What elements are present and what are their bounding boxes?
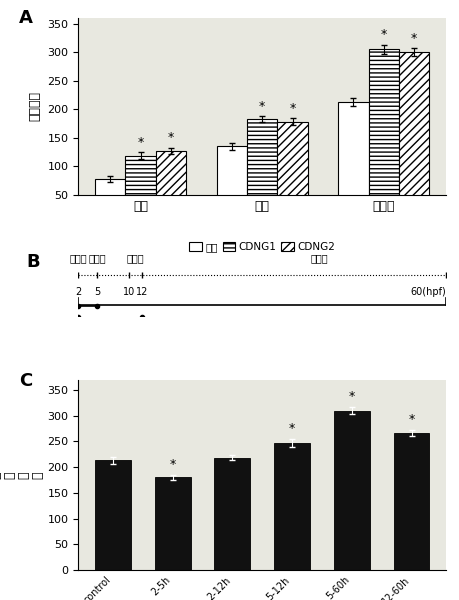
Bar: [156, 151, 186, 223]
Text: *: *: [169, 458, 175, 471]
Bar: [214, 458, 250, 570]
Bar: [246, 119, 277, 223]
Bar: [398, 52, 429, 223]
Text: *: *: [288, 422, 295, 435]
Text: *: *: [348, 390, 354, 403]
Text: 10: 10: [123, 287, 135, 297]
Text: C: C: [19, 372, 33, 390]
Y-axis label: 细胞数量: 细胞数量: [29, 91, 42, 121]
Bar: [154, 478, 190, 570]
Legend: 对照, CDNG1, CDNG2: 对照, CDNG1, CDNG2: [185, 238, 338, 257]
Bar: [125, 156, 156, 223]
Text: 5: 5: [94, 287, 100, 297]
Bar: [368, 49, 398, 223]
Text: 60(hpf): 60(hpf): [409, 287, 445, 297]
Bar: [274, 443, 309, 570]
Text: 体节期: 体节期: [126, 253, 144, 263]
Text: *: *: [380, 28, 386, 41]
Text: A: A: [19, 9, 33, 27]
Text: 咍裂期: 咍裂期: [310, 253, 327, 263]
Text: 原肠期: 原肠期: [88, 253, 106, 263]
Text: *: *: [408, 413, 414, 425]
Text: 囊胚期: 囊胚期: [69, 253, 87, 263]
Bar: [95, 179, 125, 223]
Text: *: *: [168, 131, 174, 145]
Bar: [333, 410, 369, 570]
Bar: [393, 433, 429, 570]
Text: 2: 2: [75, 287, 81, 297]
Text: B: B: [27, 253, 40, 271]
Text: *: *: [289, 102, 295, 115]
Text: *: *: [410, 32, 416, 45]
Bar: [277, 122, 307, 223]
Bar: [337, 103, 368, 223]
Text: *: *: [137, 136, 143, 149]
Text: *: *: [258, 100, 265, 113]
Bar: [216, 146, 246, 223]
Y-axis label: 细
胞
数
量: 细 胞 数 量: [0, 471, 45, 479]
Bar: [95, 460, 130, 570]
Text: 12: 12: [135, 287, 147, 297]
